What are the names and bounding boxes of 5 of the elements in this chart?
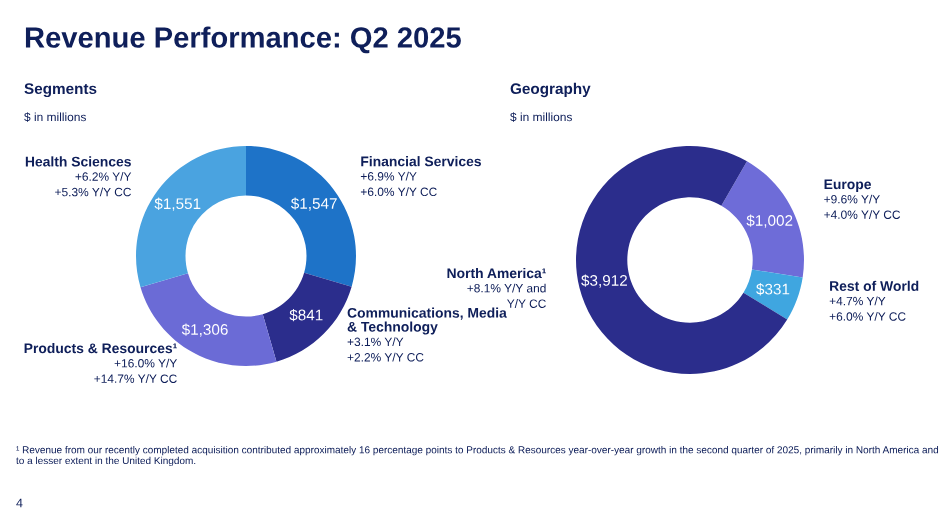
chart-title: Revenue Performance: Q2 2025 [25, 26, 461, 54]
donut-slice [136, 146, 246, 288]
donut-slice [246, 146, 356, 287]
donut-slice [743, 269, 803, 320]
donut-slice [721, 161, 804, 278]
